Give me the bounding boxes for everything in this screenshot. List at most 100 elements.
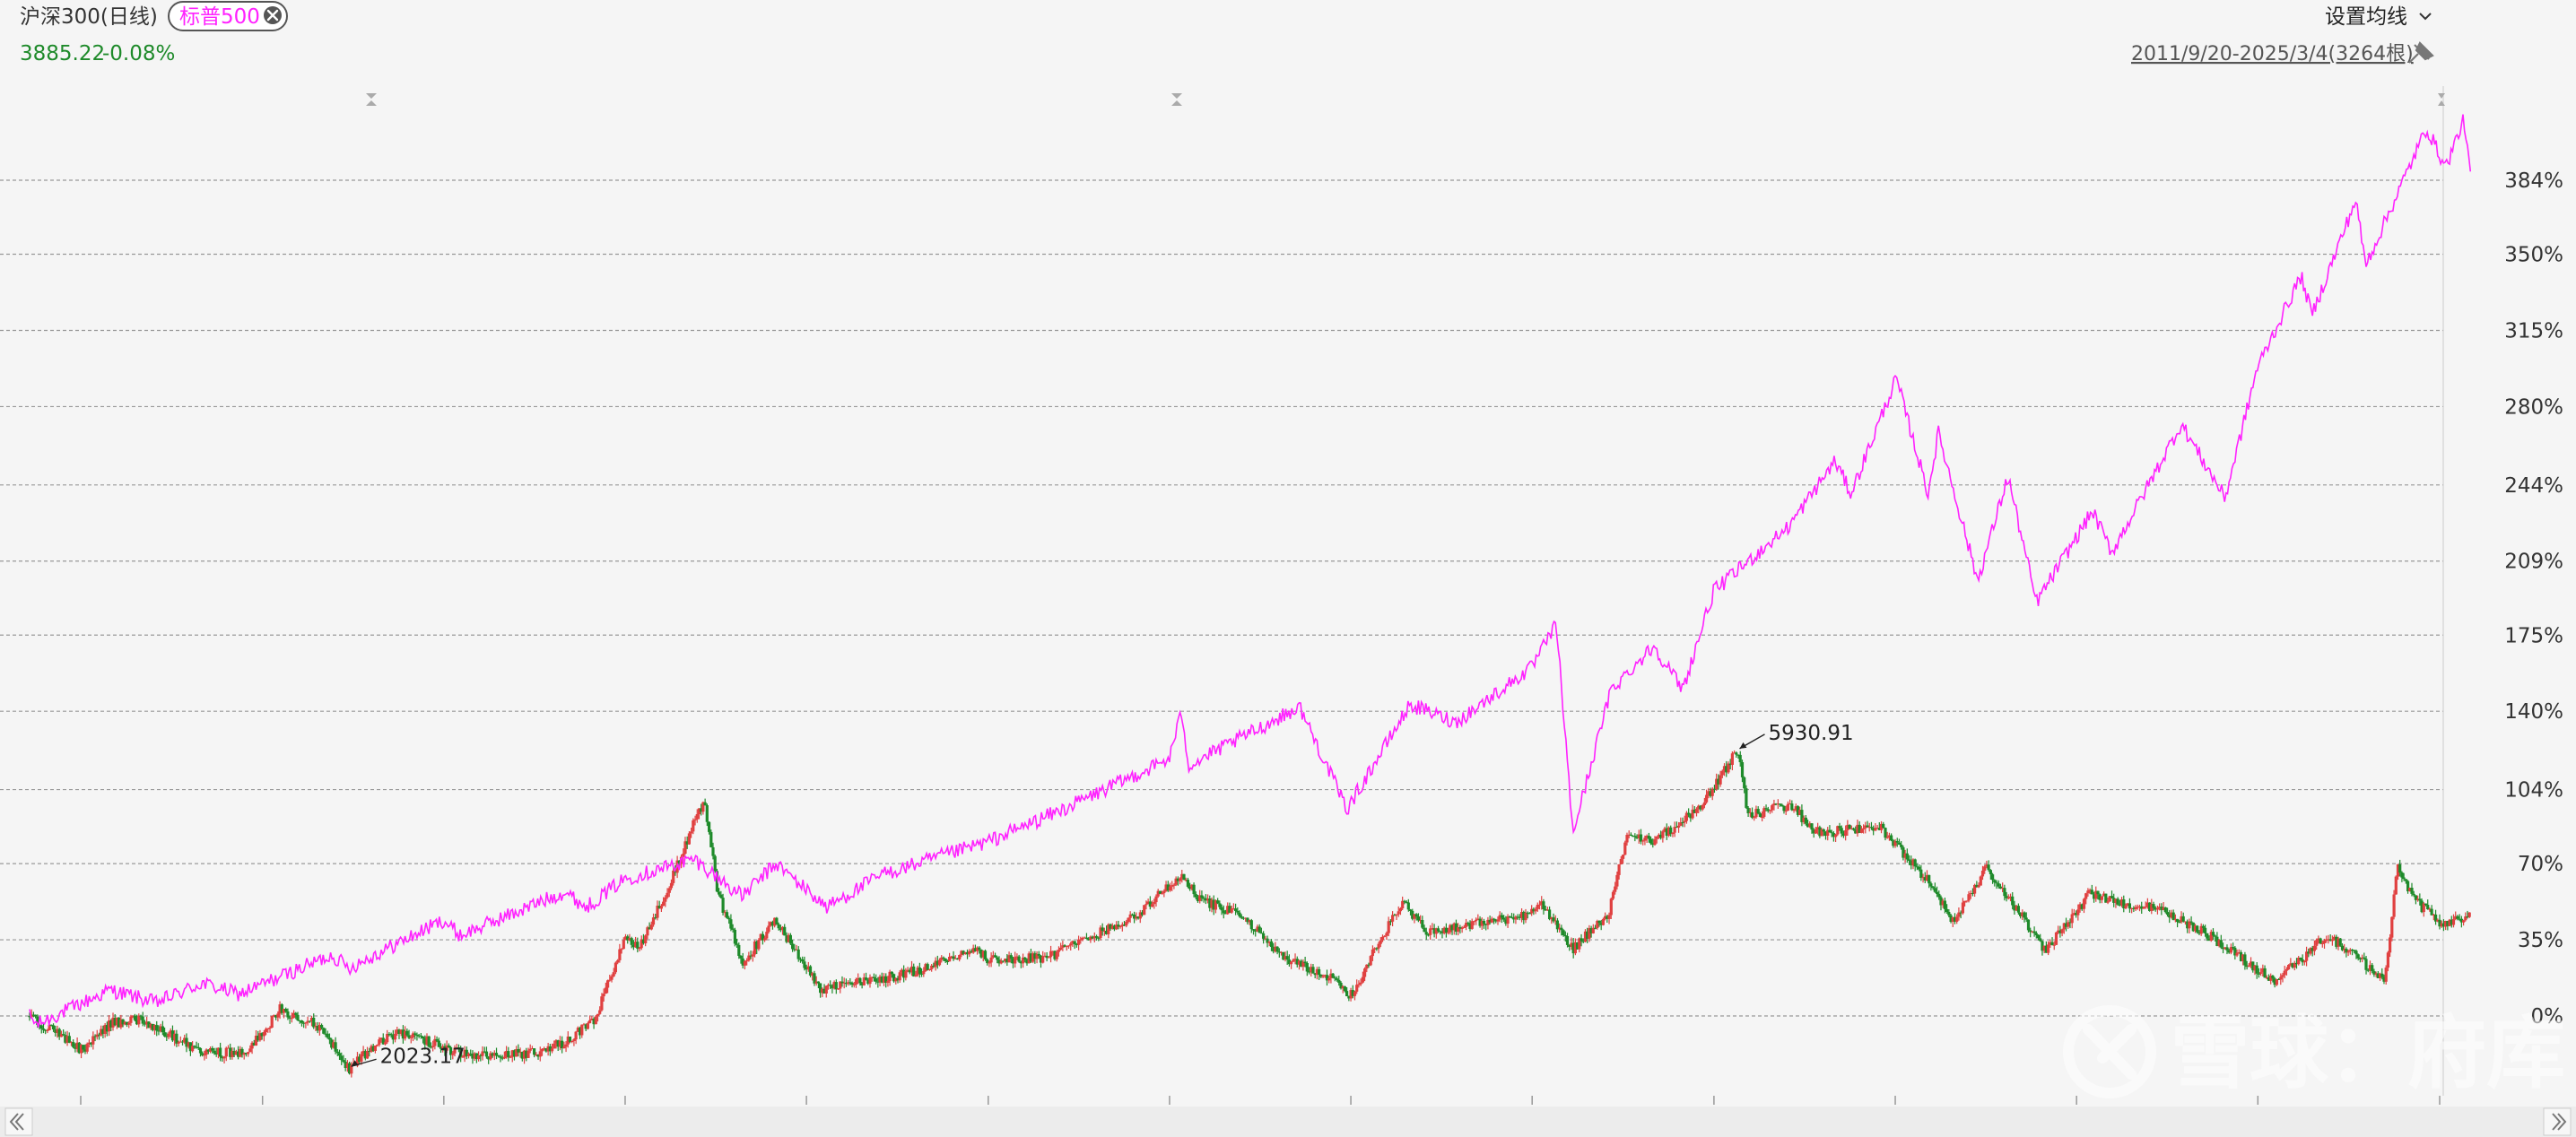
candle-body bbox=[1604, 916, 1607, 919]
y-tick-label: 175% bbox=[2504, 624, 2563, 647]
candle-body bbox=[1980, 871, 1985, 877]
candle-body bbox=[1383, 935, 1387, 937]
candle-body bbox=[1997, 883, 2000, 887]
candle-body bbox=[988, 962, 991, 964]
candle-body bbox=[811, 973, 814, 976]
pin-icon[interactable] bbox=[2408, 41, 2434, 64]
candle-body bbox=[2148, 902, 2152, 911]
candle-body bbox=[1822, 829, 1825, 832]
candle-body bbox=[1516, 916, 1519, 918]
watermark-logo-icon-mark bbox=[2083, 1024, 2137, 1080]
candle-body bbox=[2188, 921, 2191, 929]
candle-body bbox=[1563, 935, 1567, 937]
candle-body bbox=[904, 971, 908, 978]
candle-body bbox=[2064, 923, 2068, 927]
candle-body bbox=[2301, 959, 2304, 963]
candle-body bbox=[159, 1026, 162, 1031]
candle-body bbox=[551, 1048, 554, 1052]
candle-body bbox=[2261, 968, 2265, 973]
candle-body bbox=[522, 1050, 527, 1059]
candle-body bbox=[636, 942, 640, 949]
candle-body bbox=[1377, 943, 1380, 949]
candle-body bbox=[520, 1052, 524, 1059]
scroll-right-icon[interactable] bbox=[2543, 1107, 2572, 1136]
candle-body bbox=[727, 917, 731, 920]
candle-body bbox=[1488, 919, 1492, 923]
candle-body bbox=[685, 841, 689, 845]
candle-body bbox=[1915, 866, 1919, 868]
candle-body bbox=[487, 1056, 491, 1060]
scrollbar-track[interactable] bbox=[0, 1107, 2576, 1137]
candle-body bbox=[525, 1050, 528, 1058]
candle-body bbox=[749, 955, 753, 957]
candle-body bbox=[119, 1019, 123, 1028]
candle-body bbox=[745, 960, 749, 962]
drag-handle-icon[interactable] bbox=[2438, 93, 2445, 106]
candle-body bbox=[2343, 949, 2346, 950]
y-tick-label: 140% bbox=[2504, 700, 2563, 724]
candle-body bbox=[1859, 829, 1863, 833]
candle-body bbox=[147, 1021, 151, 1029]
candle-body bbox=[2163, 907, 2167, 913]
candle-body bbox=[1118, 925, 1122, 927]
candle-body bbox=[1419, 920, 1423, 921]
candle-body bbox=[1661, 831, 1665, 838]
candle-body bbox=[2422, 903, 2425, 913]
candle-body bbox=[657, 906, 661, 909]
candle-body bbox=[1794, 806, 1797, 810]
candle-body bbox=[1363, 968, 1367, 977]
candle-body bbox=[358, 1056, 361, 1063]
candle-body bbox=[2189, 921, 2193, 923]
candle-body bbox=[682, 854, 685, 857]
candle-body bbox=[1277, 951, 1281, 953]
candle-body bbox=[509, 1056, 512, 1058]
candle-body bbox=[459, 1049, 463, 1057]
candle-body bbox=[2372, 971, 2376, 975]
candle-body bbox=[494, 1053, 499, 1056]
candle-body bbox=[641, 939, 646, 944]
candle-body bbox=[1750, 812, 1754, 818]
drag-handle-icon[interactable] bbox=[1171, 93, 1182, 106]
candle-body bbox=[1910, 860, 1913, 866]
scroll-left-icon[interactable] bbox=[4, 1107, 33, 1136]
candle-body bbox=[622, 940, 625, 950]
candle-body bbox=[1341, 986, 1345, 989]
drag-handle-icon[interactable] bbox=[366, 93, 377, 106]
candle-body bbox=[2398, 864, 2402, 872]
close-circle-icon[interactable] bbox=[264, 6, 282, 24]
candle-body bbox=[1720, 770, 1724, 776]
candle-body bbox=[2255, 965, 2258, 974]
candle-body bbox=[1109, 924, 1112, 929]
candle-body bbox=[449, 1047, 453, 1055]
candle-body bbox=[1580, 938, 1583, 942]
candle-body bbox=[1675, 827, 1678, 829]
candle-body bbox=[1188, 886, 1192, 890]
candle-body bbox=[1684, 812, 1688, 821]
settings-button[interactable]: 设置均线 bbox=[2325, 5, 2432, 29]
candle-body bbox=[880, 976, 883, 983]
candle-body bbox=[687, 833, 691, 845]
candle-body bbox=[1424, 932, 1428, 935]
candle-body bbox=[379, 1037, 383, 1040]
candle-body bbox=[1647, 836, 1650, 839]
candle-body bbox=[2128, 903, 2131, 909]
candle-body bbox=[2154, 907, 2157, 910]
candle-body bbox=[606, 980, 610, 988]
candle-body bbox=[2363, 957, 2366, 959]
candle-body bbox=[1715, 778, 1719, 790]
candle-body bbox=[370, 1046, 373, 1052]
candle-body bbox=[1788, 803, 1792, 805]
time-scrollbar[interactable] bbox=[0, 1107, 2576, 1137]
compare-badge[interactable]: 标普500 bbox=[168, 1, 288, 31]
candle-body bbox=[2186, 921, 2189, 929]
candle-body bbox=[30, 1014, 33, 1018]
candle-body bbox=[2356, 954, 2360, 959]
candle-body bbox=[1939, 897, 1943, 906]
candle-body bbox=[1903, 853, 1907, 858]
candle-body bbox=[1532, 908, 1536, 912]
date-range-control[interactable]: 2011/9/20-2025/3/4(3264根) bbox=[2131, 41, 2434, 65]
candle-body bbox=[614, 962, 617, 973]
candle-body bbox=[1365, 964, 1369, 969]
